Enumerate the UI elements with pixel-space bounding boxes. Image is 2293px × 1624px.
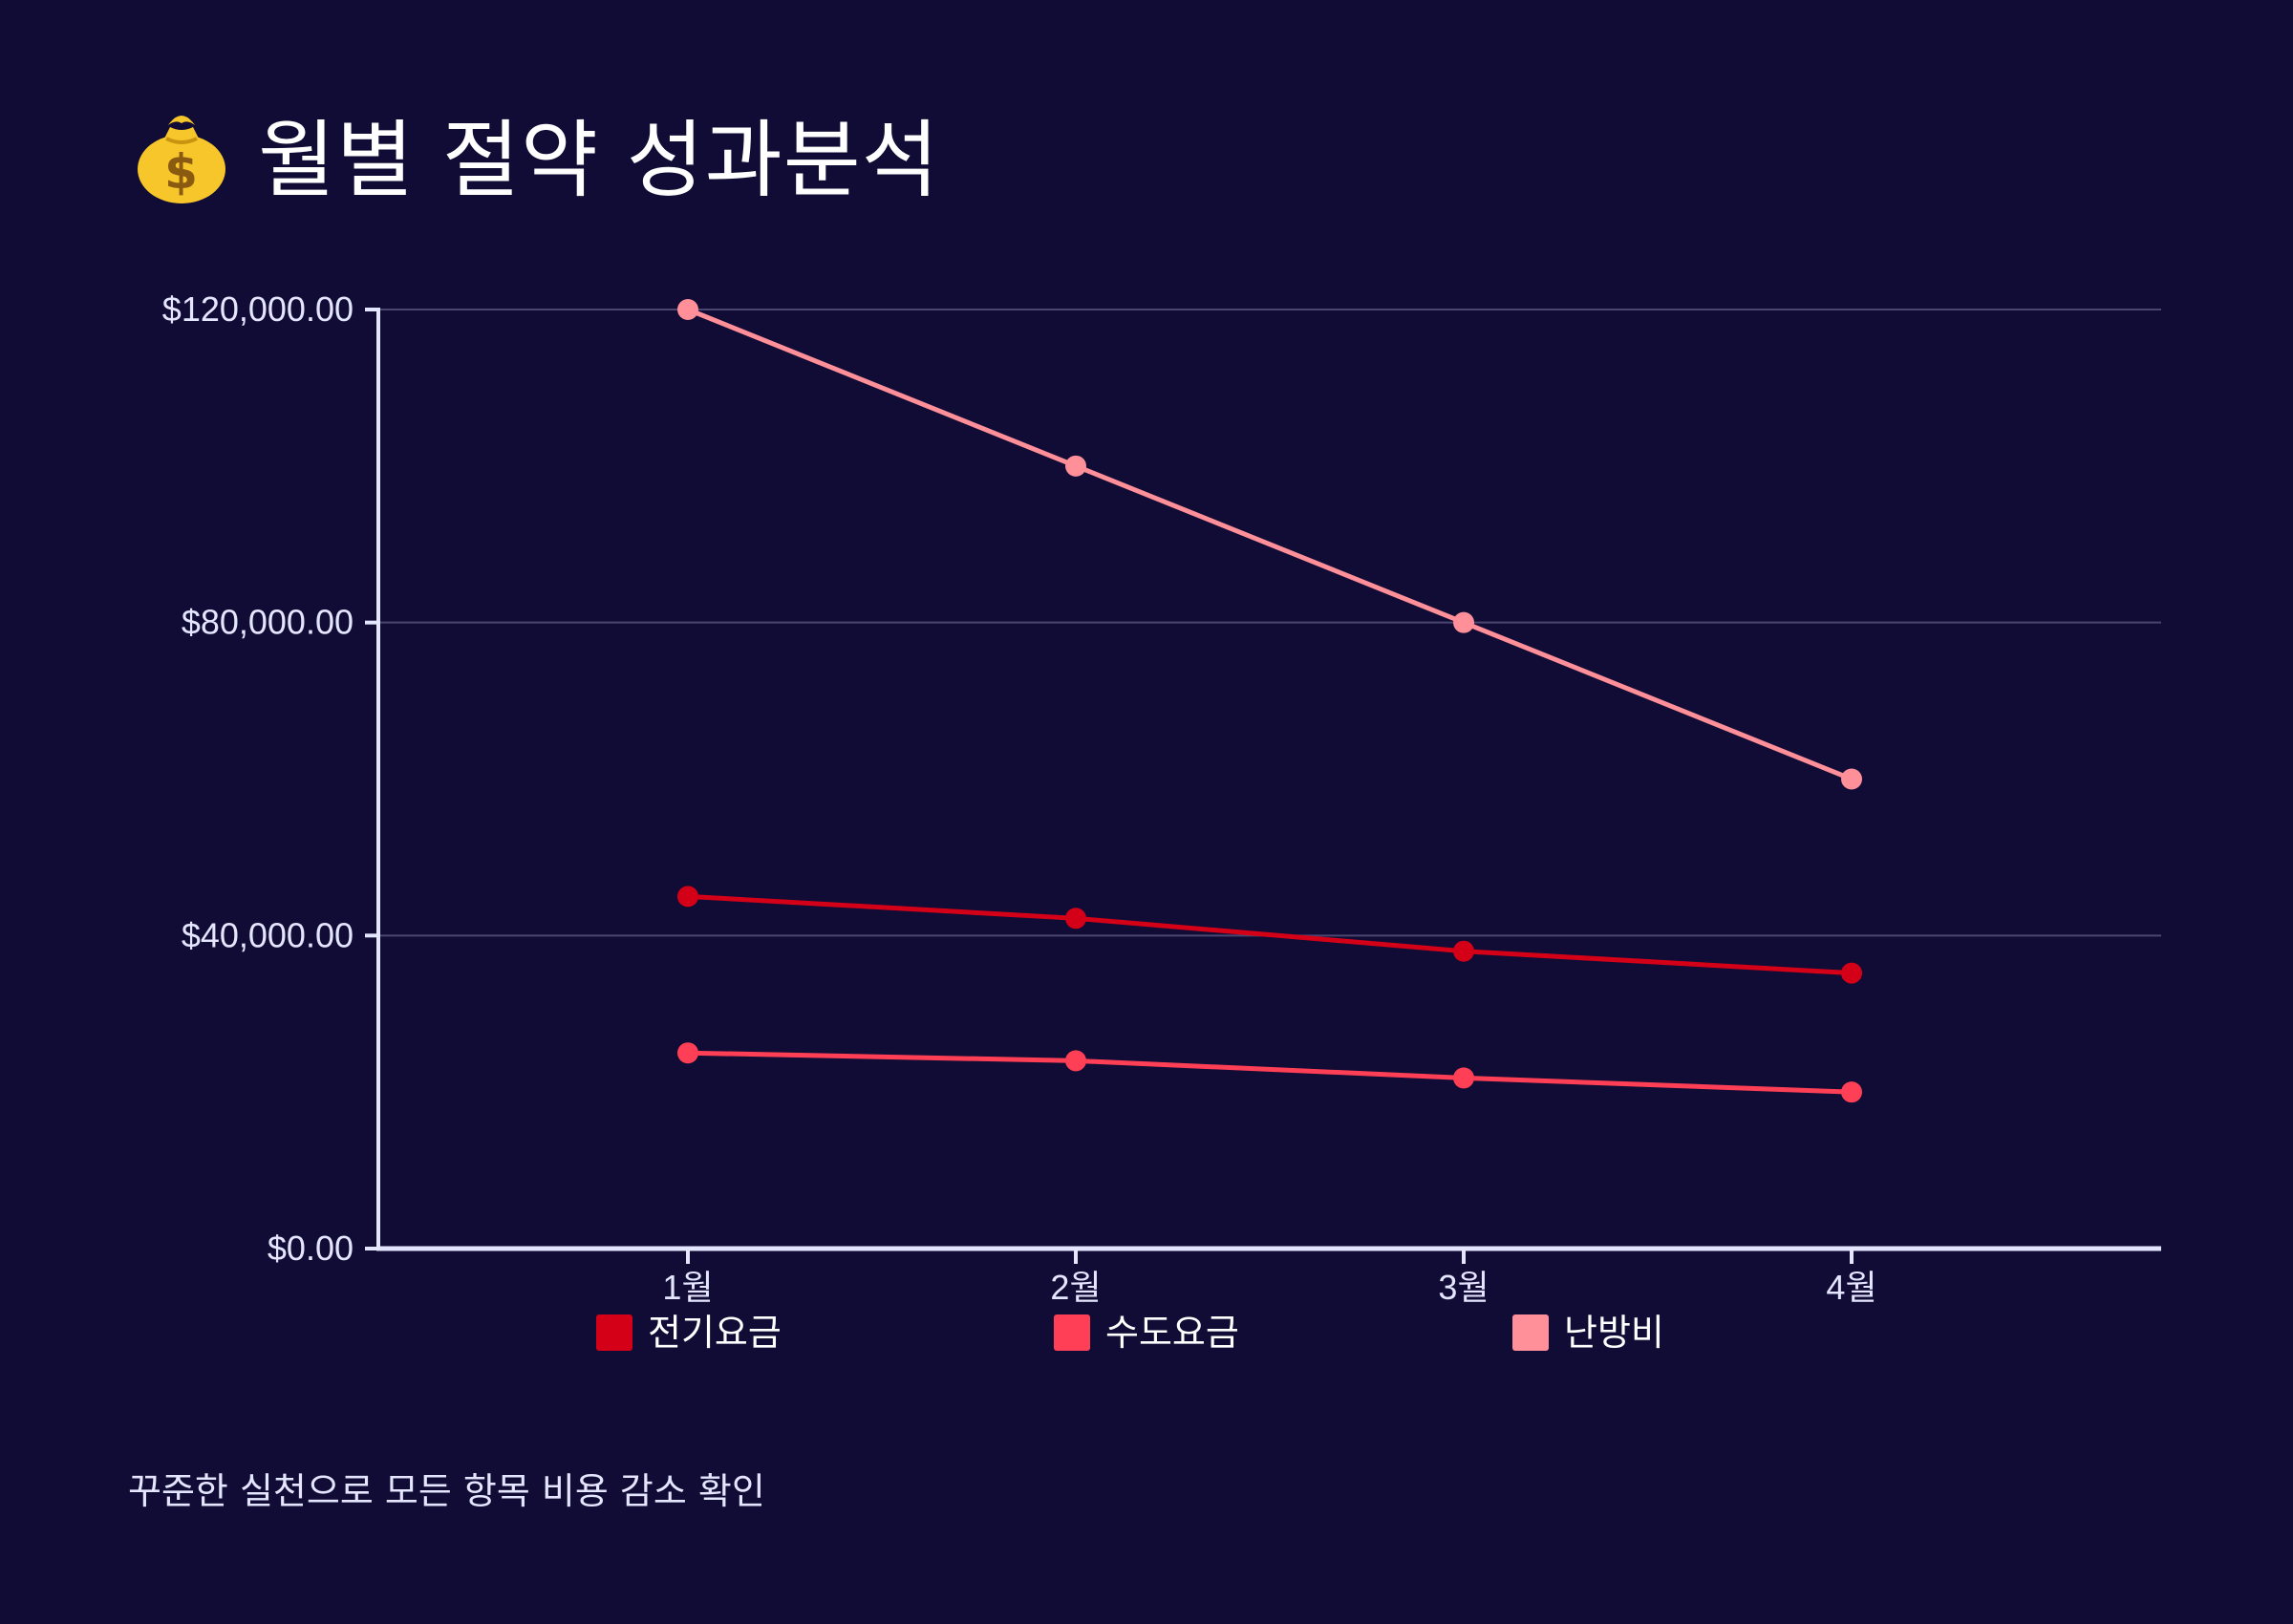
x-tick-label: 1월	[662, 1268, 713, 1307]
data-point	[677, 1042, 698, 1064]
series-line-2	[685, 1050, 1854, 1095]
data-point	[1453, 940, 1474, 962]
axes: $0.00 $40,000.00 $80,000.00 $120,000.00 1월 2월…	[162, 289, 2161, 1307]
x-tick-label: 3월	[1438, 1268, 1489, 1307]
data-point	[1065, 1050, 1086, 1072]
legend-label: 전기요금	[648, 1312, 782, 1354]
data-point	[1065, 908, 1086, 930]
chart-title: 월별 절약 성과분석	[258, 110, 940, 209]
x-tick-label: 2월	[1050, 1268, 1101, 1307]
legend-swatch	[1054, 1314, 1090, 1351]
data-point	[677, 299, 698, 320]
legend-label: 난방비	[1564, 1312, 1664, 1354]
data-point	[677, 886, 698, 908]
legend-item: 난방비	[1512, 1312, 1664, 1354]
svg-text:$: $	[164, 144, 199, 200]
series-line-1	[685, 893, 1854, 976]
series-line-3	[685, 307, 1854, 781]
legend-swatch	[596, 1314, 632, 1351]
y-tick-label: $0.00	[268, 1229, 354, 1268]
data-point	[1453, 1067, 1474, 1089]
data-point	[1453, 611, 1474, 633]
legend-item: 전기요금	[596, 1312, 782, 1354]
money-bag-icon: $	[138, 116, 225, 203]
legend-label: 수도요금	[1105, 1312, 1239, 1354]
series-lines	[677, 299, 1862, 1103]
data-point	[1841, 1081, 1862, 1103]
chart-caption: 꾸준한 실천으로 모든 항목 비용 감소 확인	[128, 1470, 765, 1512]
legend-item: 수도요금	[1054, 1312, 1239, 1354]
legend-swatch	[1512, 1314, 1549, 1351]
y-tick-label: $120,000.00	[162, 289, 354, 329]
y-tick-label: $80,000.00	[182, 603, 354, 642]
data-point	[1841, 768, 1862, 790]
x-tick-label: 4월	[1826, 1268, 1876, 1307]
grid-lines	[378, 309, 2161, 937]
data-point	[1841, 962, 1862, 984]
y-tick-label: $40,000.00	[182, 915, 354, 954]
chart-title-row: $ 월별 절약 성과분석	[134, 96, 940, 210]
data-point	[1065, 455, 1086, 477]
legend: 전기요금 수도요금 난방비	[596, 1312, 1664, 1354]
